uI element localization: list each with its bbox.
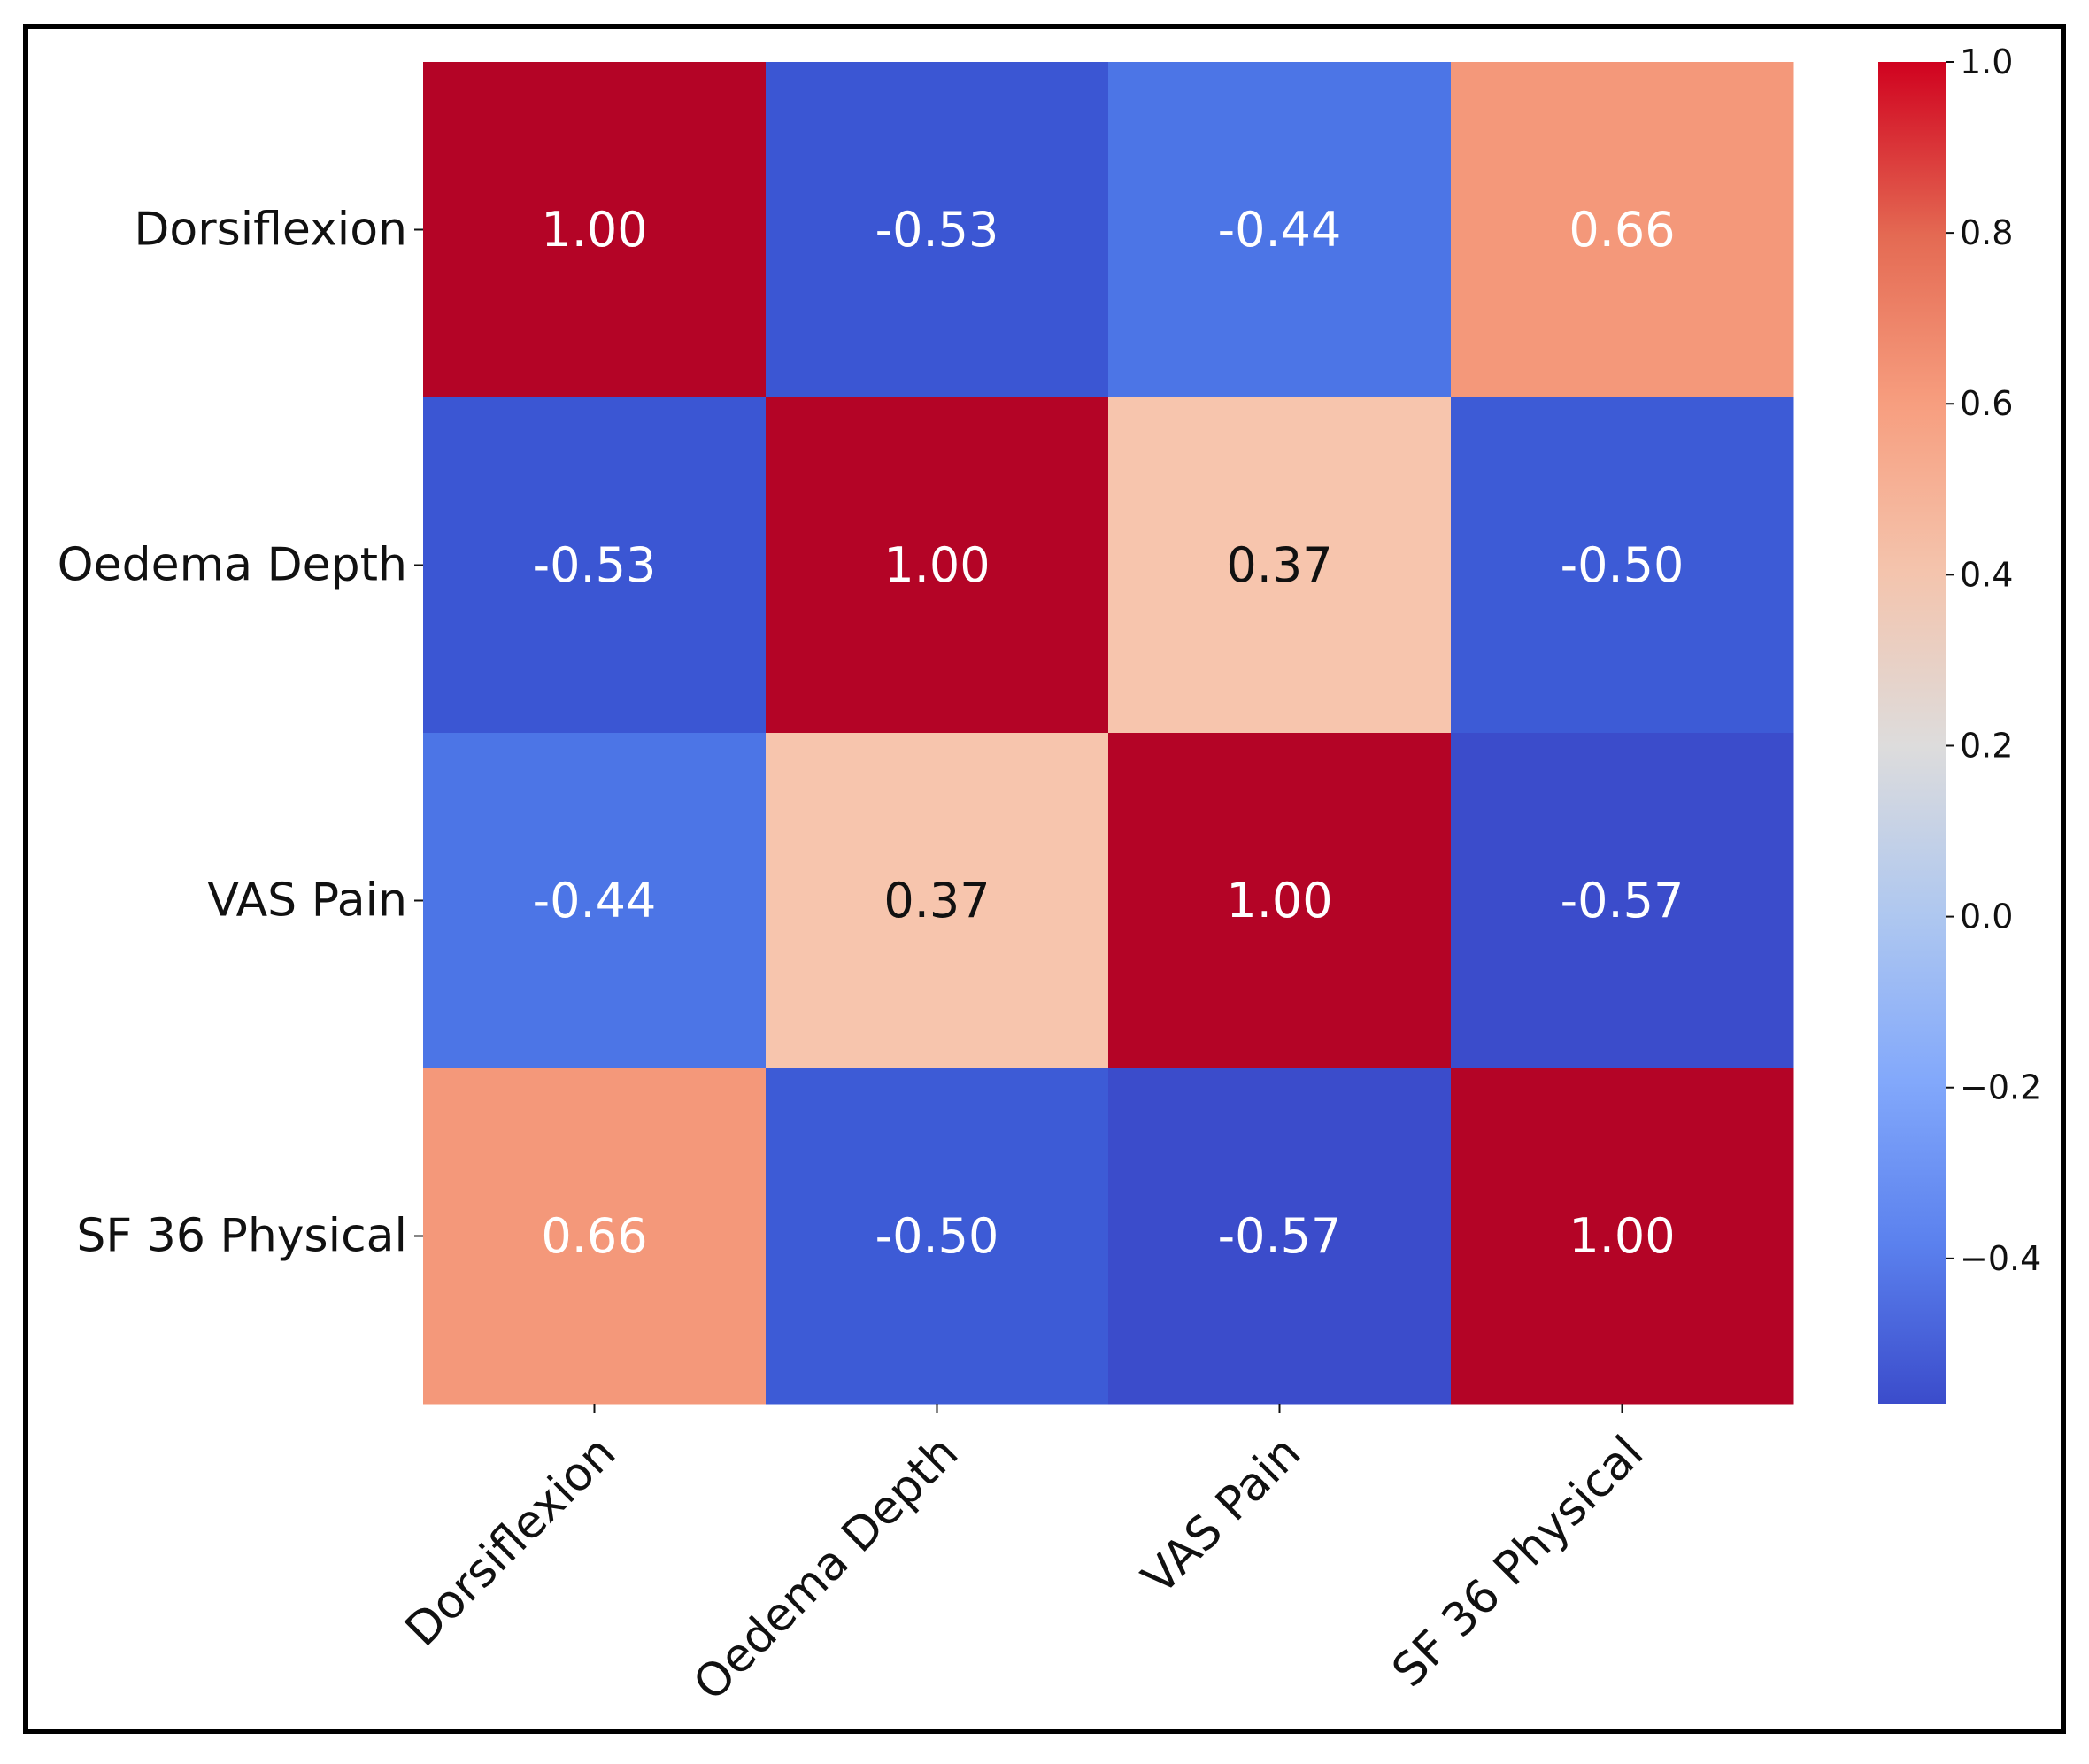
cell-value-vas-pain-vas-pain: 1.00 xyxy=(1226,873,1332,928)
cell-value-dorsiflexion-vas-pain: -0.44 xyxy=(1218,202,1342,258)
heatmap-cell-sf-36-physical-oedema-depth xyxy=(766,1068,1109,1405)
colorbar: 1.0 0.8 0.6 0.4 0.2 0.0 −0.2 −0.4 xyxy=(1878,42,2041,1404)
heatmap-cell-sf-36-physical-sf-36-physical xyxy=(1451,1068,1794,1405)
colorbar-tick-label: 1.0 xyxy=(1960,42,2013,81)
heatmap-cell-dorsiflexion-vas-pain xyxy=(1108,62,1452,398)
cell-value-oedema-depth-oedema-depth: 1.00 xyxy=(883,537,990,593)
cell-value-sf-36-physical-oedema-depth: -0.50 xyxy=(875,1208,999,1264)
heatmap-cell-sf-36-physical-dorsiflexion xyxy=(423,1068,767,1405)
cell-value-vas-pain-sf-36-physical: -0.57 xyxy=(1561,873,1684,928)
y-tick-label-dorsiflexion: Dorsiflexion xyxy=(134,204,407,257)
cell-value-dorsiflexion-dorsiflexion: 1.00 xyxy=(541,202,647,258)
cell-value-sf-36-physical-sf-36-physical: 1.00 xyxy=(1569,1208,1675,1264)
x-tick-label-sf-36-physical: SF 36 Physical xyxy=(1383,1426,1654,1698)
colorbar-tick-label: 0.8 xyxy=(1960,213,2013,252)
heatmap-cell-oedema-depth-vas-pain xyxy=(1108,397,1452,734)
cell-value-oedema-depth-dorsiflexion: -0.53 xyxy=(533,537,657,593)
heatmap-cell-vas-pain-dorsiflexion xyxy=(423,733,767,1069)
heatmap-cell-dorsiflexion-sf-36-physical xyxy=(1451,62,1794,398)
heatmap-cell-vas-pain-sf-36-physical xyxy=(1451,733,1794,1069)
heatmap-cell-oedema-depth-oedema-depth xyxy=(766,397,1109,734)
heatmap-cell-dorsiflexion-dorsiflexion xyxy=(423,62,767,398)
x-tick-label-dorsiflexion: Dorsiflexion xyxy=(396,1426,627,1657)
cell-value-sf-36-physical-vas-pain: -0.57 xyxy=(1218,1208,1342,1264)
heatmap-cell-oedema-depth-dorsiflexion xyxy=(423,397,767,734)
cell-value-oedema-depth-vas-pain: 0.37 xyxy=(1226,537,1332,593)
y-tick-label-oedema-depth: Oedema Depth xyxy=(58,539,407,592)
y-tick-label-sf-36-physical: SF 36 Physical xyxy=(76,1210,407,1263)
heatmap-cell-vas-pain-vas-pain xyxy=(1108,733,1452,1069)
cell-value-vas-pain-oedema-depth: 0.37 xyxy=(883,873,990,928)
heatmap-values: 1.00 -0.53 -0.44 0.66 -0.53 1.00 0.37 -0.50 -0.4… xyxy=(533,202,1684,1264)
colorbar-tick-label: 0.4 xyxy=(1960,555,2013,594)
x-tick-label-vas-pain: VAS Pain xyxy=(1132,1426,1311,1605)
colorbar-tick-label: 0.2 xyxy=(1960,726,2013,765)
colorbar-tick-label: −0.4 xyxy=(1960,1239,2041,1278)
x-axis: Dorsiflexion Oedema Depth VAS Pain SF 36 Ph… xyxy=(396,1404,1654,1711)
colorbar-tick-label: −0.2 xyxy=(1960,1068,2041,1107)
colorbar-tick-label: 0.6 xyxy=(1960,384,2013,423)
x-tick-label-oedema-depth: Oedema Depth xyxy=(683,1426,968,1711)
cell-value-sf-36-physical-dorsiflexion: 0.66 xyxy=(541,1208,647,1264)
heatmap-cell-oedema-depth-sf-36-physical xyxy=(1451,397,1794,734)
cell-value-dorsiflexion-sf-36-physical: 0.66 xyxy=(1569,202,1675,258)
colorbar-tick-label: 0.0 xyxy=(1960,897,2013,936)
heatmap-cell-sf-36-physical-vas-pain xyxy=(1108,1068,1452,1405)
y-axis: Dorsiflexion Oedema Depth VAS Pain SF 36 Ph… xyxy=(58,204,423,1263)
y-tick-label-vas-pain: VAS Pain xyxy=(207,874,407,928)
heatmap-cell-dorsiflexion-oedema-depth xyxy=(766,62,1109,398)
heatmap-cell-vas-pain-oedema-depth xyxy=(766,733,1109,1069)
heatmap-cells xyxy=(423,62,1794,1405)
colorbar-gradient xyxy=(1878,62,1946,1404)
cell-value-vas-pain-dorsiflexion: -0.44 xyxy=(533,873,657,928)
cell-value-oedema-depth-sf-36-physical: -0.50 xyxy=(1561,537,1684,593)
cell-value-dorsiflexion-oedema-depth: -0.53 xyxy=(875,202,999,258)
